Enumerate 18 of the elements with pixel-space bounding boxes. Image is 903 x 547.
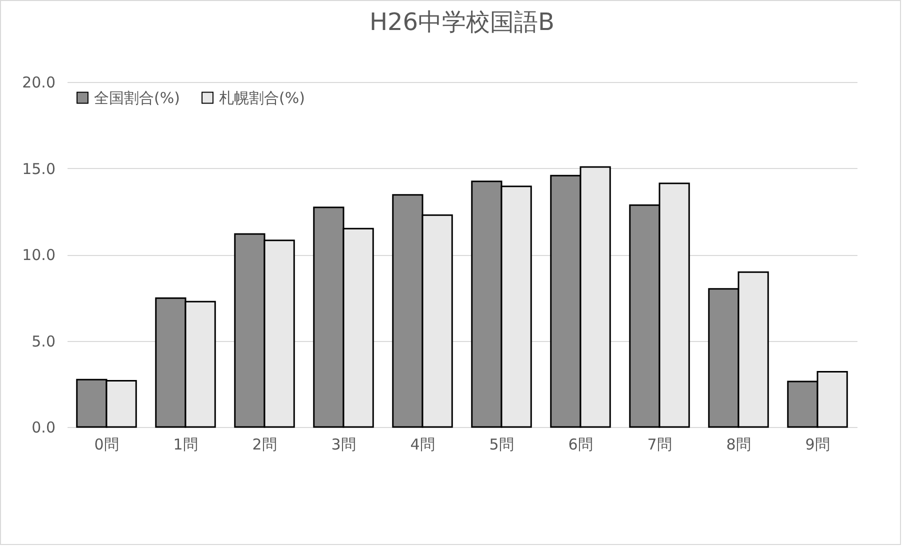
x-tick-label: 0問 <box>94 436 119 454</box>
y-tick-label: 15.0 <box>22 160 56 178</box>
y-tick-label: 0.0 <box>32 418 56 436</box>
x-tick-label: 1問 <box>173 436 198 454</box>
x-tick-label: 7問 <box>647 436 672 454</box>
x-tick-label: 3問 <box>331 436 356 454</box>
y-tick-label: 5.0 <box>32 332 56 350</box>
chart-title: H26中学校国語B <box>369 8 555 36</box>
x-tick-label: 5問 <box>489 436 514 454</box>
legend-label: 全国割合(%) <box>94 88 180 107</box>
y-tick-label: 20.0 <box>22 74 56 92</box>
y-tick-label: 10.0 <box>22 246 56 264</box>
x-tick-label: 9問 <box>805 436 830 454</box>
x-tick-label: 8問 <box>726 436 751 454</box>
x-tick-label: 6問 <box>568 436 593 454</box>
x-tick-label: 2問 <box>252 436 277 454</box>
legend-label: 札幌割合(%) <box>219 88 305 107</box>
x-tick-label: 4問 <box>410 436 435 454</box>
